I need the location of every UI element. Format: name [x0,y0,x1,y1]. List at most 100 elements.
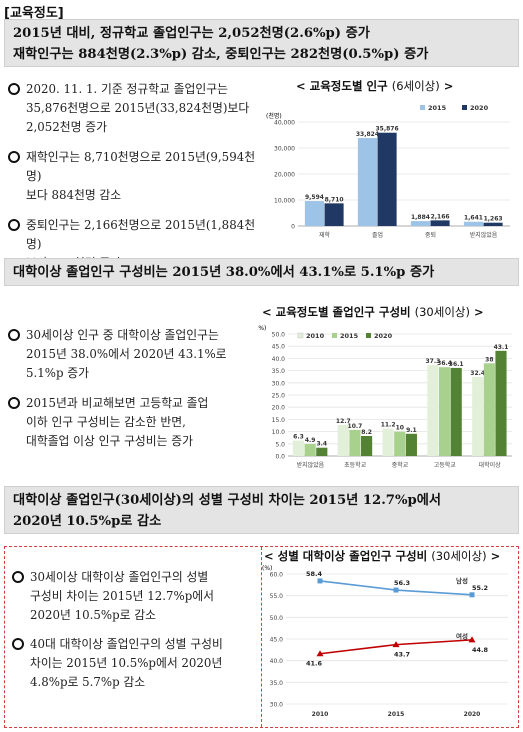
bullet-line: 차이는 2015년 10.5%p에서 2020년 [30,656,223,670]
x-tick-label: 받지않았음 [297,461,325,469]
legend-label: 2015 [340,332,359,340]
y-tick-label: 0.0 [275,454,285,461]
list-item: 30세이상 인구 중 대학이상 졸업인구는 2015년 38.0%에서 2020… [8,326,256,383]
y-tick-label: 40,000 [274,120,295,127]
y-tick-label: 45.0 [272,344,286,351]
legend-label: 2020 [374,332,393,340]
data-label: 1,263 [484,216,503,223]
bar [337,425,349,456]
y-tick-label: 40.0 [270,658,284,665]
headline-line: 대학이상 졸업인구(30세이상)의 성별 구성비 차이는 2015년 12.7%… [13,493,441,508]
x-tick-label: 졸업 [372,231,383,239]
bar [292,440,305,456]
data-label: 2,166 [431,213,450,220]
y-tick-label: 20,000 [274,172,295,179]
legend-swatch [332,333,337,338]
chart-title-end: > [439,79,454,93]
chart-title-end: > [486,549,501,563]
data-label: 33,824 [356,131,379,138]
data-label: 11.2 [381,422,396,429]
series-label: 여성 [456,632,468,641]
headline-line: 2020년 10.5%p로 감소 [13,514,162,529]
y-tick-label: 15.0 [272,417,286,424]
bullet-line: 보다 884천명 감소 [26,188,122,202]
bar [495,350,507,456]
headline-banner-gender: 대학이상 졸업인구(30세이상)의 성별 구성비 차이는 2015년 12.7%… [4,486,519,534]
y-tick-label: 30.0 [270,702,284,709]
legend-swatch [366,333,371,338]
bullet-line: 2020. 11. 1. 기준 정규학교 졸업인구는 [26,82,228,96]
bullet-line: 5.1%p 증가 [26,366,89,380]
y-tick-label: 50.0 [272,332,286,339]
chart-title-gender: < 성별 대학이상 졸업인구 구성비 (30세이상) > [264,548,500,564]
chart-title-population: < 교육정도별 인구 (6세이상) > [296,78,453,94]
bar [463,221,483,226]
bar [324,203,344,226]
data-label: 44.8 [472,646,489,654]
x-tick-label: 중학교 [392,461,409,469]
bar [357,138,377,226]
list-item: 재학인구는 8,710천명으로 2015년(9,594천명) 보다 884천명 … [8,148,258,205]
x-tick-label: 재학 [319,231,331,239]
data-point-marker [468,636,476,643]
data-label: 43.1 [494,344,509,351]
data-point-marker [393,587,399,593]
data-label: 3.4 [316,441,327,448]
chart-title-text: < 교육정도별 인구 [296,79,388,93]
y-tick-label: 30,000 [274,146,295,153]
bar [405,433,417,456]
bar [410,221,430,226]
chart-title-composition: < 교육정도별 졸업인구 구성비 (30세이상) > [262,304,484,320]
bullet-circle-icon [12,638,24,650]
bullet-line: 재학인구는 8,710천명으로 2015년(9,594천명) [26,150,256,183]
population-bar-chart: (천명) 0 10,000 20,000 30,000 40,000 9,594 8,710 재… [266,104,510,239]
gender-line-chart: (%) 30.0 35.0 40.0 45.0 50.0 55.0 60.0 2010 2015 2… [262,565,508,718]
chart-title-paren: (30세이상) [414,305,470,319]
data-label: 41.6 [306,660,323,668]
legend-swatch [420,105,425,110]
legend-label: 2020 [470,104,489,112]
chart-title-paren: (30세이상) [431,549,487,563]
bullet-line: 40대 대학이상 졸업인구의 성별 구성비 [30,637,223,651]
data-label: 8,710 [325,196,344,203]
bullet-line: 2020년 10.5%p로 감소 [30,608,156,622]
y-tick-label: 50.0 [270,615,284,622]
data-label: 32.4 [470,370,485,377]
data-point-marker [392,641,400,648]
bullet-line: 2,052천명 증가 [26,120,107,134]
x-tick-label: 고등학교 [434,461,457,469]
x-tick-label: 받지않았음 [470,231,498,239]
chart-title-text: < 성별 대학이상 졸업인구 구성비 [264,549,428,563]
bullet-line: 35,876천명으로 2015년(33,824천명)보다 [26,101,250,115]
data-label: 9,594 [305,194,324,201]
bullet-line: 2015년과 비교해보면 고등학교 졸업 [26,396,209,410]
chart-title-end: > [469,305,484,319]
y-tick-label: 30.0 [272,380,286,387]
list-item: 2015년과 비교해보면 고등학교 졸업 이하 인구 구성비는 감소한 반면, … [8,394,256,451]
list-item: 40대 대학이상 졸업인구의 성별 구성비 차이는 2015년 10.5%p에서… [12,635,258,692]
bullet-line: 2015년 38.0%에서 2020년 43.1%로 [26,347,227,361]
data-point-marker [316,650,324,657]
bullet-list-composition: 30세이상 인구 중 대학이상 졸업인구는 2015년 38.0%에서 2020… [8,326,256,462]
data-label: 10.7 [348,423,363,430]
bullet-line: 4.8%p로 5.7%p 감소 [30,675,146,689]
headline-line: 대학이상 졸업인구 구성비는 2015년 38.0%에서 43.1%로 5.1%… [13,265,435,280]
x-tick-label: 2010 [312,711,329,718]
bullet-line: 대학졸업 이상 인구 구성비는 증가 [26,434,193,448]
data-label: 12.7 [336,418,351,425]
bar [483,222,503,226]
bar [483,363,495,456]
list-item: 2020. 11. 1. 기준 정규학교 졸업인구는 35,876천명으로 20… [8,80,258,137]
y-axis-label: (%) [258,325,266,332]
y-tick-label: 20.0 [272,405,286,412]
y-tick-label: 55.0 [270,593,284,600]
bar [450,367,462,456]
y-axis-label: (%) [262,565,272,572]
y-tick-label: 60.0 [270,572,284,579]
bar [382,428,394,456]
chart-title-paren: (6세이상) [391,79,440,93]
data-label: 8.2 [361,429,372,436]
data-label: 55.2 [472,584,488,592]
list-item: 30세이상 대학이상 졸업인구의 성별 구성비 차이는 2015년 12.7%p… [12,568,258,625]
data-label: 36.1 [449,361,464,368]
